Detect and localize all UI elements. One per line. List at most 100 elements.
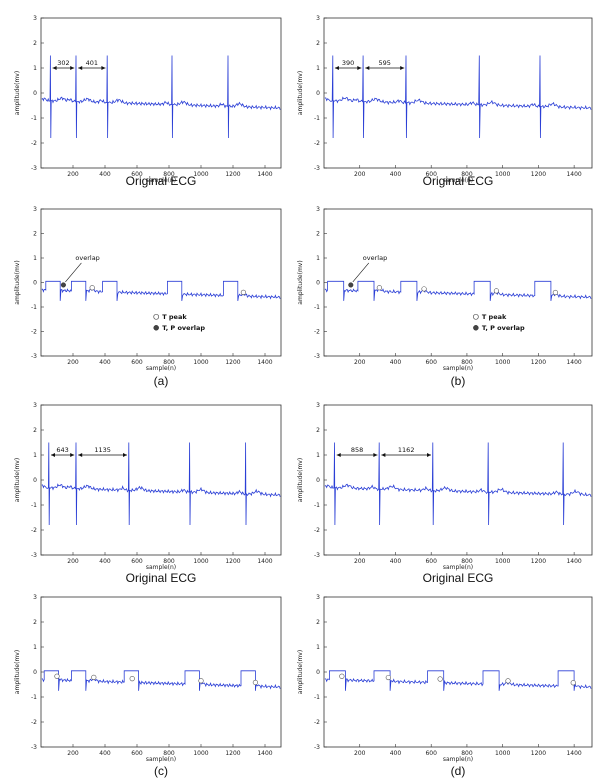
x-tick-label: 1000 xyxy=(495,750,510,757)
t-peak-marker xyxy=(493,288,500,294)
t-peak-marker xyxy=(54,673,60,679)
t-peak-marker xyxy=(421,286,427,292)
ecg-trace xyxy=(324,442,592,526)
chart-panel-d-bottom: 3 2 1 0 -1 -2 -3 200 400 600 800 1000 1200 1400 sample… xyxy=(297,594,593,778)
y-tick-label: 2 xyxy=(33,427,37,434)
x-axis-label: sample(n) xyxy=(146,177,176,184)
x-tick-label: 800 xyxy=(461,750,473,757)
panel-caption: (b) xyxy=(451,374,466,388)
y-tick-label: -3 xyxy=(314,165,320,172)
legend-t-peak-label: T peak xyxy=(162,313,187,321)
y-tick-label: 0 xyxy=(316,669,320,676)
interval-label: 401 xyxy=(86,59,98,67)
y-tick-label: -1 xyxy=(314,304,320,311)
t-peak-marker xyxy=(129,675,135,682)
x-tick-label: 200 xyxy=(67,750,79,757)
panel-caption: Original ECG xyxy=(423,174,494,188)
x-tick-label: 600 xyxy=(131,750,143,757)
x-tick-label: 1200 xyxy=(531,558,546,565)
x-tick-label: 400 xyxy=(390,558,402,565)
y-tick-label: 1 xyxy=(33,255,37,262)
y-tick-label: 0 xyxy=(316,90,320,97)
y-tick-label: -3 xyxy=(31,353,37,360)
ecg-trace xyxy=(324,670,592,691)
plot-frame xyxy=(323,17,593,169)
x-tick-label: 600 xyxy=(131,359,143,366)
arrowhead-right xyxy=(400,66,405,70)
y-tick-label: -2 xyxy=(31,527,37,534)
t-peak-marker xyxy=(437,676,443,682)
arrowhead-left xyxy=(52,66,57,70)
y-tick-label: 1 xyxy=(316,644,320,651)
legend-t-peak-symbol xyxy=(473,313,479,320)
x-tick-label: 400 xyxy=(99,171,111,178)
x-axis-label: sample(n) xyxy=(146,365,176,372)
x-tick-label: 1200 xyxy=(225,558,240,565)
ecg-trace xyxy=(41,55,281,139)
arrowhead-right xyxy=(426,453,431,457)
y-axis-label: amplitude(mv) xyxy=(14,71,21,115)
x-tick-label: 1200 xyxy=(531,750,546,757)
arrowhead-left xyxy=(381,453,386,457)
x-tick-label: 800 xyxy=(163,171,175,178)
panel-caption: (c) xyxy=(154,764,168,778)
y-tick-label: 3 xyxy=(33,402,37,409)
y-tick-label: -2 xyxy=(314,719,320,726)
t-peak-marker xyxy=(240,289,246,295)
x-tick-label: 1000 xyxy=(193,171,208,178)
t-peak-marker xyxy=(385,674,391,681)
chart-panel-a-bottom: 3 2 1 0 -1 -2 -3 200 400 600 800 1000 1200 1400 sample… xyxy=(14,206,282,388)
y-tick-label: -1 xyxy=(31,694,37,701)
arrowhead-right xyxy=(101,66,106,70)
x-tick-label: 1400 xyxy=(257,171,272,178)
interval-label: 643 xyxy=(56,446,68,454)
plot-frame xyxy=(40,596,282,748)
t-peak-marker xyxy=(198,678,204,684)
x-tick-label: 800 xyxy=(163,750,175,757)
x-tick-label: 1200 xyxy=(531,359,546,366)
overlap-pointer xyxy=(352,262,370,283)
arrowhead-left xyxy=(365,66,370,70)
tp-overlap-marker xyxy=(60,282,66,288)
ecg-trace xyxy=(324,55,592,139)
x-tick-label: 200 xyxy=(67,359,79,366)
t-peak-marker xyxy=(552,289,558,296)
y-tick-label: -1 xyxy=(314,502,320,509)
y-tick-label: 1 xyxy=(33,644,37,651)
panel-caption: Original ECG xyxy=(126,174,197,188)
y-tick-label: 2 xyxy=(316,619,320,626)
x-tick-label: 200 xyxy=(354,171,366,178)
y-tick-label: -3 xyxy=(314,744,320,751)
y-tick-label: 2 xyxy=(33,231,37,238)
y-tick-label: -1 xyxy=(31,304,37,311)
x-tick-label: 800 xyxy=(163,558,175,565)
arrowhead-left xyxy=(78,453,83,457)
arrowhead-left xyxy=(78,66,83,70)
x-tick-label: 800 xyxy=(461,359,473,366)
tp-overlap-marker xyxy=(348,282,354,288)
x-tick-label: 800 xyxy=(163,359,175,366)
arrowhead-right xyxy=(70,453,75,457)
legend-overlap-symbol xyxy=(153,325,159,331)
x-tick-label: 400 xyxy=(99,750,111,757)
plot-frame xyxy=(323,404,593,556)
x-tick-label: 1000 xyxy=(193,558,208,565)
overlap-annotation: overlap xyxy=(75,254,99,262)
y-tick-label: 1 xyxy=(33,452,37,459)
panel-caption: Original ECG xyxy=(126,571,197,585)
ecg-trace xyxy=(41,280,281,301)
interval-label: 595 xyxy=(379,59,391,67)
chart-panel-d-top: 3 2 1 0 -1 -2 -3 200 400 600 800 1000 1200 1400 sample… xyxy=(297,402,593,585)
interval-label: 390 xyxy=(342,59,354,67)
y-axis-label: amplitude(mv) xyxy=(14,458,21,502)
y-tick-label: -2 xyxy=(314,527,320,534)
arrowhead-left xyxy=(336,453,341,457)
chart-panel-c-top: 3 2 1 0 -1 -2 -3 200 400 600 800 1000 1200 1400 sample… xyxy=(14,402,282,585)
x-tick-label: 200 xyxy=(67,171,79,178)
x-tick-label: 200 xyxy=(354,359,366,366)
y-axis-label: amplitude(mv) xyxy=(297,650,304,694)
arrowhead-left xyxy=(51,453,55,457)
y-tick-label: -3 xyxy=(31,165,37,172)
y-tick-label: 2 xyxy=(316,427,320,434)
y-tick-label: 3 xyxy=(33,15,37,22)
